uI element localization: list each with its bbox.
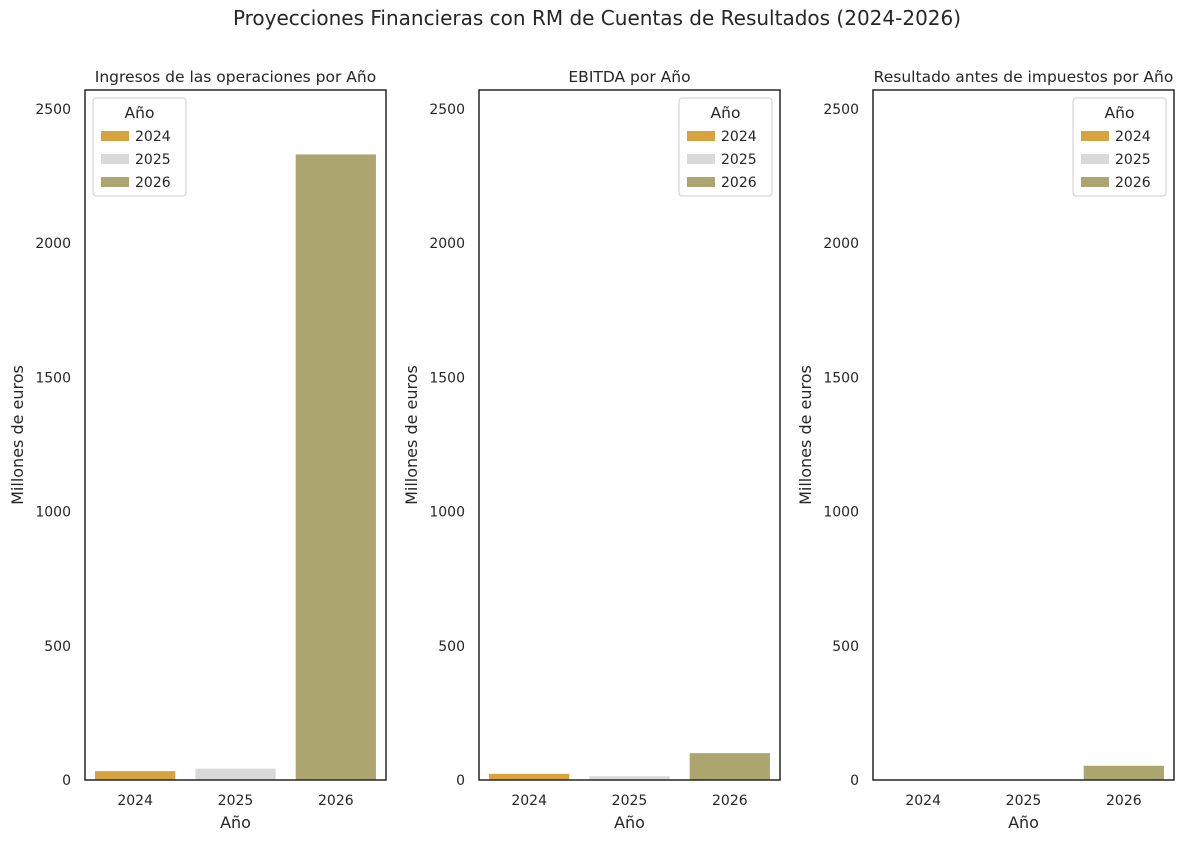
legend-label-2025: 2025 — [721, 152, 757, 168]
bar-2024 — [95, 771, 176, 780]
y-tick-label: 0 — [62, 773, 71, 789]
y-tick-label: 1000 — [429, 505, 465, 521]
legend-box — [92, 97, 187, 197]
legend: Año 2024 2025 2026 — [678, 97, 773, 197]
subplot-title: EBITDA por Año — [568, 68, 690, 86]
subplot-title: Resultado antes de impuestos por Año — [874, 68, 1174, 86]
legend-swatch-2026 — [687, 177, 715, 187]
y-tick-label: 2500 — [429, 102, 465, 118]
bar-2026 — [1083, 765, 1164, 780]
y-tick-label: 2000 — [823, 236, 859, 252]
axes-frame — [84, 89, 387, 781]
x-tick-label: 2025 — [612, 793, 648, 809]
y-tick-label: 0 — [850, 773, 859, 789]
legend-swatch-2024 — [1081, 131, 1109, 141]
legend-swatch-2025 — [687, 154, 715, 164]
y-axis-label: Millones de euros — [796, 365, 815, 505]
x-tick-label: 2026 — [712, 793, 748, 809]
legend-swatch-2025 — [101, 154, 129, 164]
legend-label-2026: 2026 — [135, 175, 171, 191]
legend-swatch-2026 — [101, 177, 129, 187]
y-tick-label: 2500 — [823, 102, 859, 118]
y-tick-label: 2000 — [35, 236, 71, 252]
subplot-title: Ingresos de las operaciones por Año — [95, 68, 376, 86]
x-tick-label: 2024 — [511, 793, 547, 809]
x-tick-label: 2024 — [905, 793, 941, 809]
y-axis-label: Millones de euros — [8, 365, 27, 505]
legend-swatch-2024 — [687, 131, 715, 141]
x-tick-label: 2026 — [1106, 793, 1142, 809]
legend-label-2024: 2024 — [1115, 129, 1151, 145]
bar-2025 — [589, 776, 670, 780]
y-tick-label: 2500 — [35, 102, 71, 118]
legend-box — [1072, 97, 1167, 197]
y-tick-label: 500 — [438, 639, 465, 655]
legend: Año 2024 2025 2026 — [1072, 97, 1167, 197]
y-tick-label: 1000 — [35, 505, 71, 521]
legend-box — [678, 97, 773, 197]
legend-label-2024: 2024 — [135, 129, 171, 145]
y-tick-label: 500 — [832, 639, 859, 655]
axes-frame — [478, 89, 781, 781]
x-tick-label: 2026 — [318, 793, 354, 809]
legend-swatch-2026 — [1081, 177, 1109, 187]
y-tick-label: 1500 — [35, 370, 71, 386]
legend-label-2025: 2025 — [135, 152, 171, 168]
y-tick-label: 0 — [456, 773, 465, 789]
subplot-3: Resultado antes de impuestos por Año 0 500… — [796, 68, 1175, 832]
y-tick-label: 1000 — [823, 505, 859, 521]
y-tick-label: 500 — [44, 639, 71, 655]
legend-label-2025: 2025 — [1115, 152, 1151, 168]
x-axis-label: Año — [614, 813, 645, 832]
legend-label-2024: 2024 — [721, 129, 757, 145]
legend-swatch-2024 — [101, 131, 129, 141]
y-tick-label: 2000 — [429, 236, 465, 252]
x-axis-label: Año — [220, 813, 251, 832]
legend-title: Año — [711, 104, 741, 122]
x-axis-label: Año — [1008, 813, 1039, 832]
figure-title: Proyecciones Financieras con RM de Cuent… — [232, 6, 962, 30]
legend-label-2026: 2026 — [721, 175, 757, 191]
bar-2026 — [295, 154, 376, 780]
subplot-1: Ingresos de las operaciones por Año 0 500 1… — [8, 68, 387, 832]
legend: Año 2024 2025 2026 — [92, 97, 187, 197]
axes-frame — [872, 89, 1175, 781]
bar-2024 — [489, 773, 570, 780]
x-tick-label: 2024 — [117, 793, 153, 809]
x-tick-label: 2025 — [218, 793, 254, 809]
legend-title: Año — [125, 104, 155, 122]
subplot-2: EBITDA por Año 0 500 1000 1500 2000 2500 2024 20… — [402, 68, 781, 832]
legend-title: Año — [1105, 104, 1135, 122]
bar-2026 — [689, 753, 770, 780]
x-tick-label: 2025 — [1006, 793, 1042, 809]
y-tick-label: 1500 — [823, 370, 859, 386]
legend-swatch-2025 — [1081, 154, 1109, 164]
y-tick-label: 1500 — [429, 370, 465, 386]
legend-label-2026: 2026 — [1115, 175, 1151, 191]
bar-2025 — [195, 768, 276, 780]
y-axis-label: Millones de euros — [402, 365, 421, 505]
